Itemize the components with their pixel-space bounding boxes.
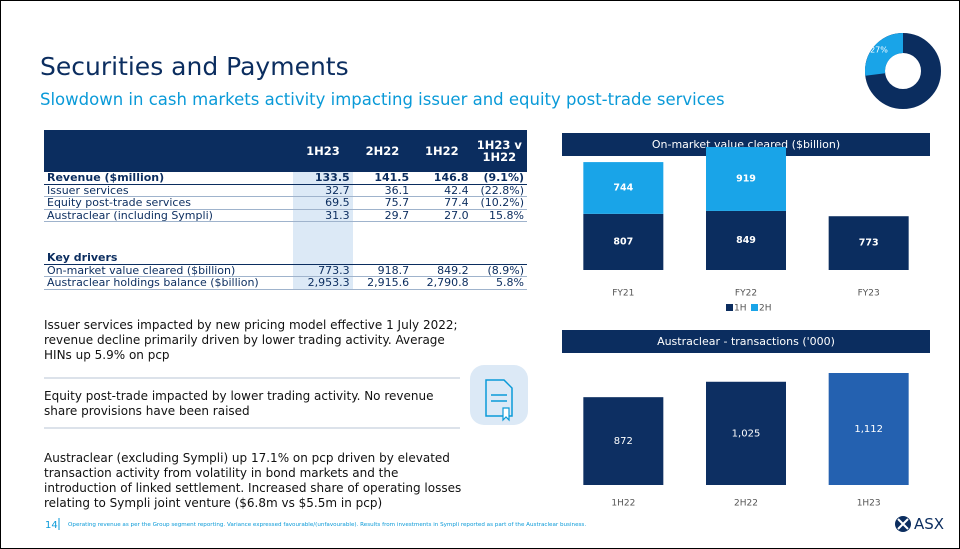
page-number: 14: [45, 520, 58, 531]
bar: [583, 162, 664, 214]
data-label: 773: [859, 238, 879, 249]
cell: Revenue ($million): [44, 172, 294, 185]
chart-title: Austraclear - transactions ('000): [657, 335, 835, 348]
legend-swatch: [726, 304, 733, 311]
cell: 75.7: [352, 196, 413, 210]
cell: 2,953.3: [293, 276, 353, 290]
data-label: 744: [613, 182, 633, 193]
bar: [706, 381, 786, 485]
spacer-cell: [293, 221, 353, 252]
cell: [293, 252, 353, 265]
header-row: 1H23 2H22 1H22 1H23 v 1H22: [44, 130, 527, 172]
table-row: Austraclear (including Sympli) 31.3 29.7 27…: [44, 209, 527, 222]
x-tick-label: FY22: [735, 289, 757, 299]
cell: [352, 252, 413, 265]
bar: [706, 210, 786, 270]
cell: 77.4: [412, 196, 472, 210]
chart-title: On-market value cleared ($billion): [652, 138, 840, 151]
cell: 69.5: [293, 196, 353, 210]
cell: Key drivers: [44, 252, 294, 265]
spacer-cell: [353, 222, 412, 253]
cell: 29.7: [352, 209, 413, 222]
bar: [828, 373, 909, 485]
data-label: 849: [736, 235, 756, 246]
x-tick-label: FY21: [612, 289, 634, 299]
donut-segment: [865, 33, 903, 76]
spacer-cell: [412, 222, 471, 253]
header-cell: 1H22: [412, 130, 472, 172]
cell: (8.9%): [471, 264, 527, 277]
table-row: Equity post-trade services 69.5 75.7 77.4 (1…: [44, 196, 527, 210]
financial-table: 1H23 2H22 1H22 1H23 v 1H22 Revenue ($million…: [44, 130, 527, 290]
cell: (22.8%): [471, 184, 527, 197]
cell: (10.2%): [471, 196, 527, 210]
donut-label: 27%: [870, 45, 888, 54]
logo-text: ASX: [914, 515, 945, 533]
cell: 31.3: [293, 209, 353, 222]
section-heading: Key drivers: [44, 252, 527, 265]
note: Equity post-trade impacted by lower trad…: [44, 389, 434, 418]
asx-logo-mark: [895, 516, 911, 532]
cell: (9.1%): [471, 172, 527, 185]
cell: On-market value cleared ($billion): [44, 264, 294, 277]
bar: [828, 216, 909, 270]
data-label: 1,112: [854, 424, 883, 435]
bar: [583, 397, 664, 485]
note: Issuer services impacted by new pricing …: [44, 318, 458, 362]
title: Securities and Payments: [40, 52, 349, 81]
x-tick-label: 2H22: [734, 499, 758, 509]
document-icon: [470, 365, 528, 425]
header-cell: [44, 130, 294, 172]
cell: [471, 252, 527, 265]
cell: 141.5: [352, 172, 413, 185]
cell: 15.8%: [471, 209, 527, 222]
table-row: Austraclear holdings balance ($billion) 2…: [44, 276, 527, 290]
header-cell: 1H23 v 1H22: [471, 130, 527, 172]
spacer-cell: [472, 222, 527, 253]
cell: 146.8: [412, 172, 472, 185]
cell: 849.2: [412, 264, 472, 277]
cell: 5.8%: [471, 276, 527, 290]
legend-label: 1H: [734, 304, 747, 314]
cell: 133.5: [293, 172, 353, 185]
cell: 42.4: [412, 184, 472, 197]
cell: 27.0: [412, 209, 472, 222]
chart-header: [562, 133, 930, 156]
data-label: 807: [613, 236, 633, 247]
x-tick-label: FY23: [858, 289, 880, 299]
cell: Issuer services: [44, 184, 294, 197]
header-cell: 1H23: [293, 130, 353, 172]
cell: Austraclear (including Sympli): [44, 209, 294, 222]
subtitle: Slowdown in cash markets activity impact…: [40, 90, 725, 109]
cell: 36.1: [352, 184, 413, 197]
bar: [706, 147, 786, 211]
spacer: [44, 221, 527, 253]
x-tick-label: 1H22: [611, 499, 635, 509]
section-heading: Revenue ($million) 133.5 141.5 146.8 (9.1%): [44, 172, 527, 185]
data-label: 919: [736, 173, 756, 184]
note: Austraclear (excluding Sympli) up 17.1% …: [44, 451, 462, 510]
bar: [583, 213, 664, 270]
table-row: On-market value cleared ($billion) 773.3 9…: [44, 264, 527, 277]
spacer-cell: [44, 222, 293, 253]
x-tick-label: 1H23: [857, 499, 881, 509]
cell: Austraclear holdings balance ($billion): [44, 276, 294, 290]
cell: 32.7: [293, 184, 353, 197]
cell: 2,915.6: [352, 276, 413, 290]
footnote: Operating revenue as per the Group segme…: [68, 522, 587, 528]
legend-label: 2H: [759, 304, 772, 314]
header-cell: 2H22: [352, 130, 413, 172]
cell: 773.3: [293, 264, 353, 277]
data-label: 872: [614, 436, 633, 447]
cell: [412, 252, 472, 265]
chart-header: [562, 330, 930, 353]
cell: 2,790.8: [412, 276, 472, 290]
data-label: 1,025: [732, 428, 761, 439]
table-row: Issuer services 32.7 36.1 42.4 (22.8%): [44, 184, 527, 197]
legend-swatch: [751, 304, 758, 311]
cell: 918.7: [352, 264, 413, 277]
cell: Equity post-trade services: [44, 196, 294, 210]
